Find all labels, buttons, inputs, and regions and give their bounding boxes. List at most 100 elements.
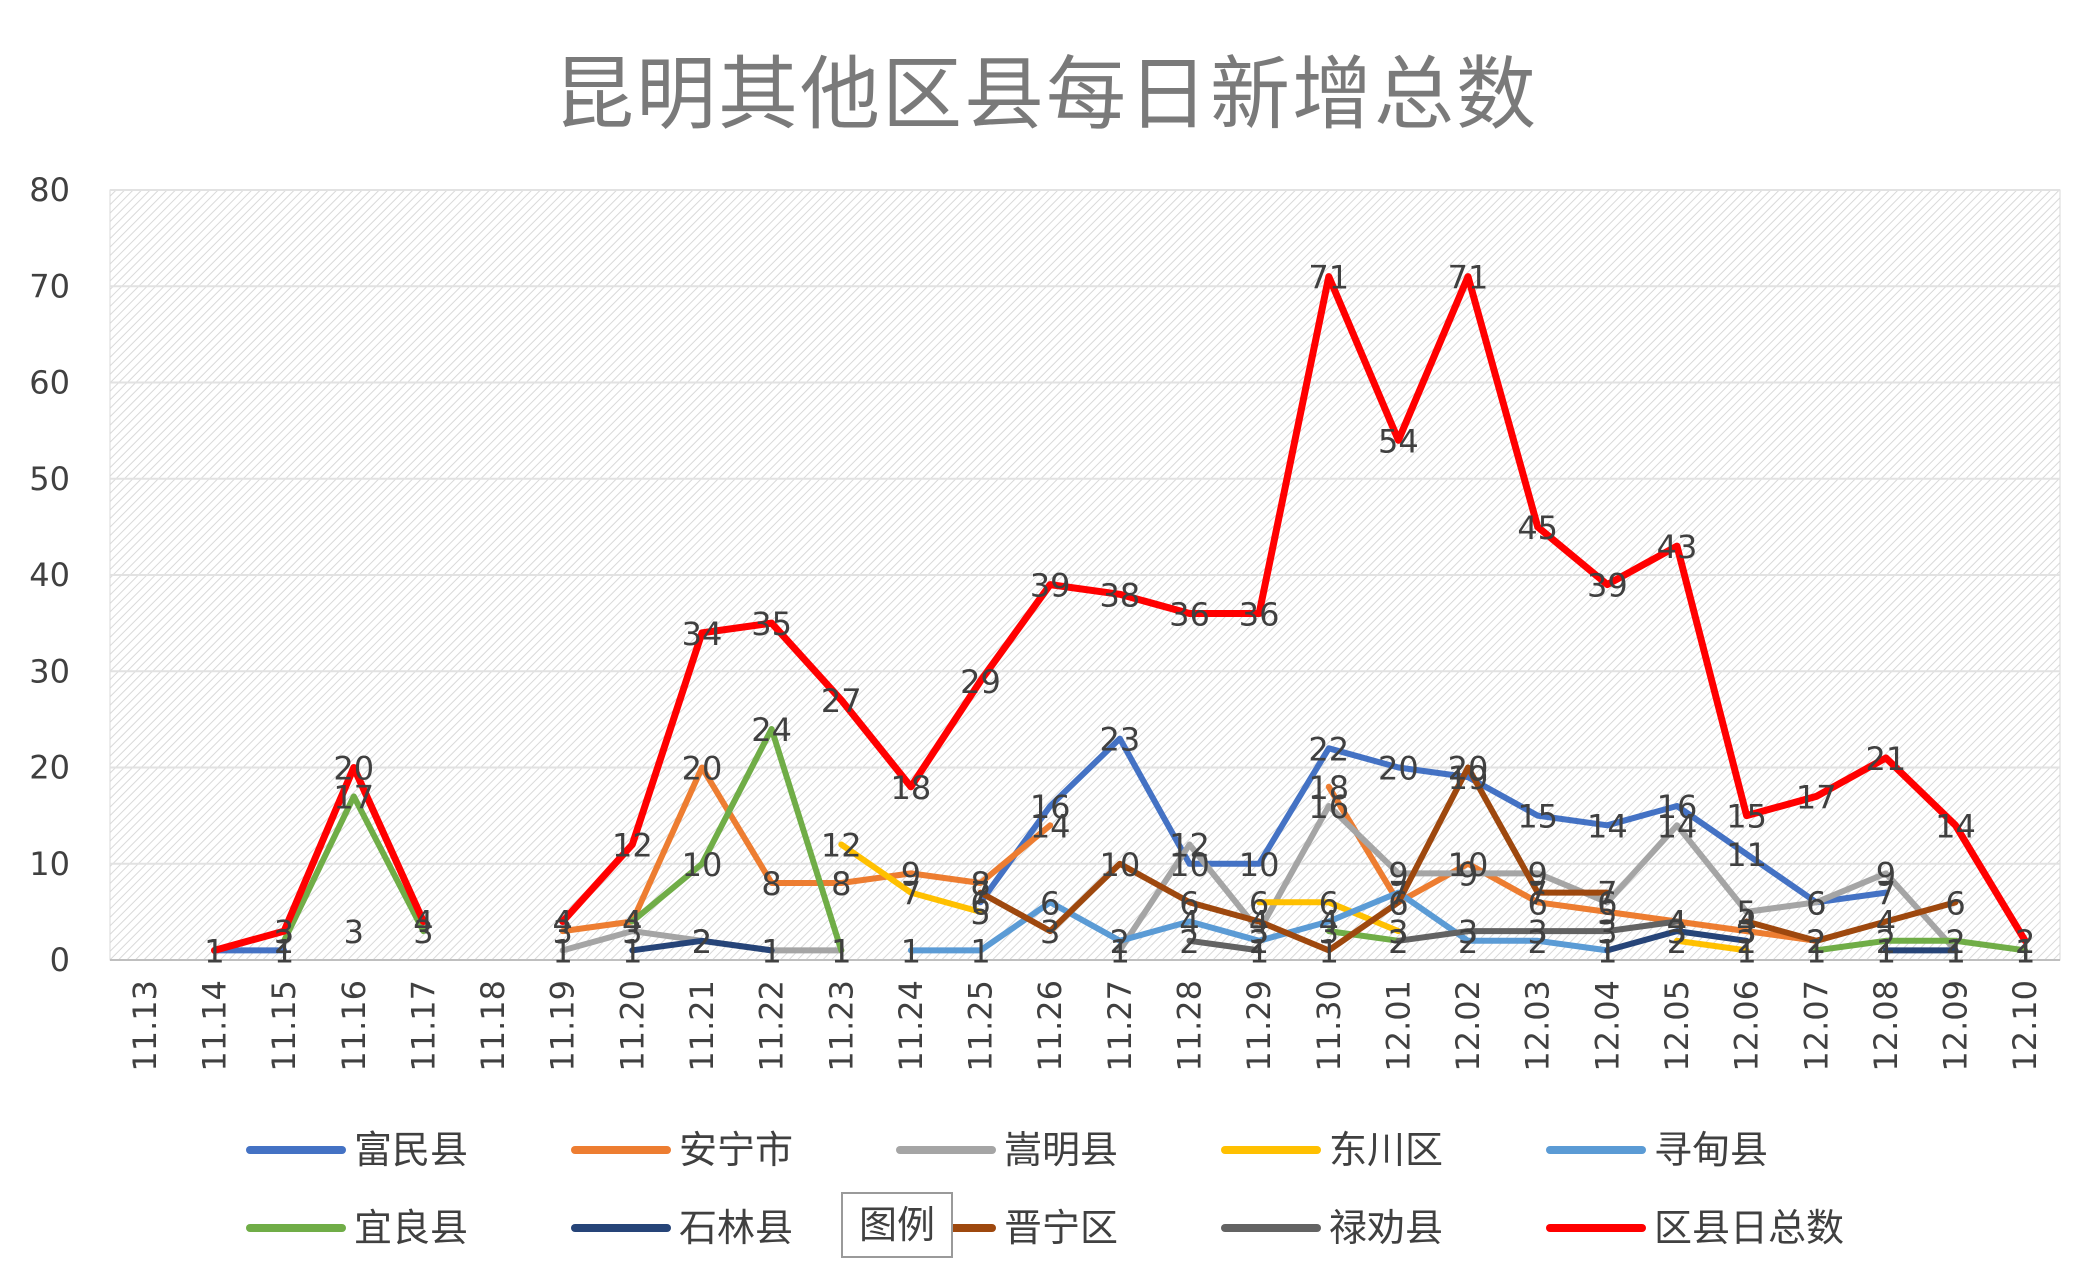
series-line bbox=[1674, 937, 1750, 954]
data-label: 1 bbox=[761, 932, 781, 970]
data-label: 15 bbox=[1517, 798, 1558, 836]
data-label: 7 bbox=[1388, 875, 1408, 913]
data-label: 2 bbox=[1667, 923, 1687, 961]
x-tick-label: 11.24 bbox=[892, 980, 930, 1072]
legend-badge-label: 图例 bbox=[859, 1203, 935, 1247]
data-label: 22 bbox=[1308, 730, 1349, 768]
legend-item: 石林县 bbox=[571, 1206, 793, 1250]
y-tick-label: 0 bbox=[50, 941, 70, 979]
data-label: 1 bbox=[1736, 932, 1756, 970]
data-label: 1 bbox=[831, 932, 851, 970]
legend-item: 禄劝县 bbox=[1221, 1206, 1443, 1250]
data-label: 11 bbox=[1726, 836, 1767, 874]
series-line bbox=[1325, 928, 1402, 944]
y-tick-label: 30 bbox=[29, 652, 70, 690]
data-label: 21 bbox=[1866, 740, 1907, 778]
x-tick-label: 11.13 bbox=[126, 980, 164, 1072]
data-label: 4 bbox=[1667, 904, 1687, 942]
series-line bbox=[1186, 937, 1263, 954]
data-label: 2 bbox=[1110, 923, 1130, 961]
data-label: 16 bbox=[1030, 788, 1071, 826]
x-tick-label: 11.17 bbox=[404, 980, 442, 1072]
data-label: 10 bbox=[1239, 846, 1280, 884]
data-label: 38 bbox=[1099, 576, 1140, 614]
x-tick-label: 12.05 bbox=[1658, 980, 1696, 1072]
x-tick-label: 11.25 bbox=[962, 980, 1000, 1072]
data-label: 39 bbox=[1587, 567, 1628, 605]
legend-item: 东川区 bbox=[1221, 1128, 1443, 1172]
data-label: 2 bbox=[1876, 923, 1896, 961]
legend-label: 宜良县 bbox=[354, 1206, 468, 1250]
data-label: 4 bbox=[622, 904, 642, 942]
data-label: 18 bbox=[1308, 769, 1349, 807]
data-label: 8 bbox=[831, 865, 851, 903]
data-label: 7 bbox=[1527, 875, 1547, 913]
data-label: 2 bbox=[1527, 923, 1547, 961]
legend-item: 嵩明县 bbox=[896, 1128, 1118, 1172]
data-label: 3 bbox=[1736, 913, 1756, 951]
data-label: 6 bbox=[1388, 884, 1408, 922]
data-label: 1 bbox=[1945, 932, 1965, 970]
data-label: 9 bbox=[1388, 855, 1408, 893]
data-label: 9 bbox=[901, 855, 921, 893]
y-tick-label: 50 bbox=[29, 460, 70, 498]
legend-badge: 图例 bbox=[841, 1192, 953, 1258]
x-tick-label: 11.14 bbox=[195, 980, 233, 1072]
data-label: 23 bbox=[1099, 721, 1140, 759]
data-label: 14 bbox=[1030, 807, 1071, 845]
data-label: 4 bbox=[1319, 904, 1339, 942]
data-label: 16 bbox=[1657, 788, 1698, 826]
y-tick-label: 10 bbox=[29, 845, 70, 883]
data-label: 2 bbox=[1945, 923, 1965, 961]
data-label: 6 bbox=[1040, 884, 1060, 922]
data-label: 6 bbox=[1597, 884, 1617, 922]
data-label: 20 bbox=[1448, 750, 1489, 788]
data-label: 3 bbox=[1249, 913, 1269, 951]
legend-item: 安宁市 bbox=[571, 1128, 793, 1172]
x-tick-label: 11.28 bbox=[1170, 980, 1208, 1072]
y-tick-label: 70 bbox=[29, 267, 70, 305]
data-label: 2 bbox=[1806, 923, 1826, 961]
data-label: 6 bbox=[1388, 884, 1408, 922]
data-label: 8 bbox=[970, 865, 990, 903]
data-label: 1 bbox=[1945, 932, 1965, 970]
y-tick-label: 40 bbox=[29, 556, 70, 594]
data-label: 4 bbox=[552, 904, 572, 942]
data-label: 10 bbox=[1099, 846, 1140, 884]
data-label: 6 bbox=[970, 884, 990, 922]
data-label: 9 bbox=[1876, 855, 1896, 893]
data-label: 5 bbox=[1597, 894, 1617, 932]
x-tick-label: 11.26 bbox=[1031, 980, 1069, 1072]
series-line bbox=[211, 764, 427, 954]
data-label: 10 bbox=[682, 846, 723, 884]
data-label: 9 bbox=[1527, 855, 1547, 893]
series-line bbox=[838, 841, 984, 915]
data-label: 24 bbox=[751, 711, 792, 749]
data-label: 6 bbox=[1179, 884, 1199, 922]
x-tick-label: 12.10 bbox=[2006, 980, 2044, 1072]
data-label: 6 bbox=[1806, 884, 1826, 922]
data-label: 10 bbox=[1169, 846, 1210, 884]
data-label: 7 bbox=[970, 875, 990, 913]
data-label: 4 bbox=[1876, 904, 1896, 942]
data-label: 6 bbox=[1527, 884, 1547, 922]
data-label: 3 bbox=[274, 913, 294, 951]
legend-label: 寻甸县 bbox=[1654, 1128, 1768, 1172]
data-label: 1 bbox=[2015, 932, 2035, 970]
series-line bbox=[977, 735, 1889, 906]
x-tick-label: 12.02 bbox=[1449, 980, 1487, 1072]
data-label: 7 bbox=[1876, 875, 1896, 913]
x-tick-label: 11.15 bbox=[265, 980, 303, 1072]
x-tick-label: 11.22 bbox=[753, 980, 791, 1072]
series-line bbox=[559, 273, 2029, 945]
data-label: 29 bbox=[960, 663, 1001, 701]
data-label: 3 bbox=[552, 913, 572, 951]
data-label: 7 bbox=[1597, 875, 1617, 913]
data-label: 3 bbox=[1527, 913, 1547, 951]
data-label: 17 bbox=[333, 778, 374, 816]
legend-label: 区县日总数 bbox=[1654, 1206, 1844, 1250]
data-label: 20 bbox=[682, 750, 723, 788]
